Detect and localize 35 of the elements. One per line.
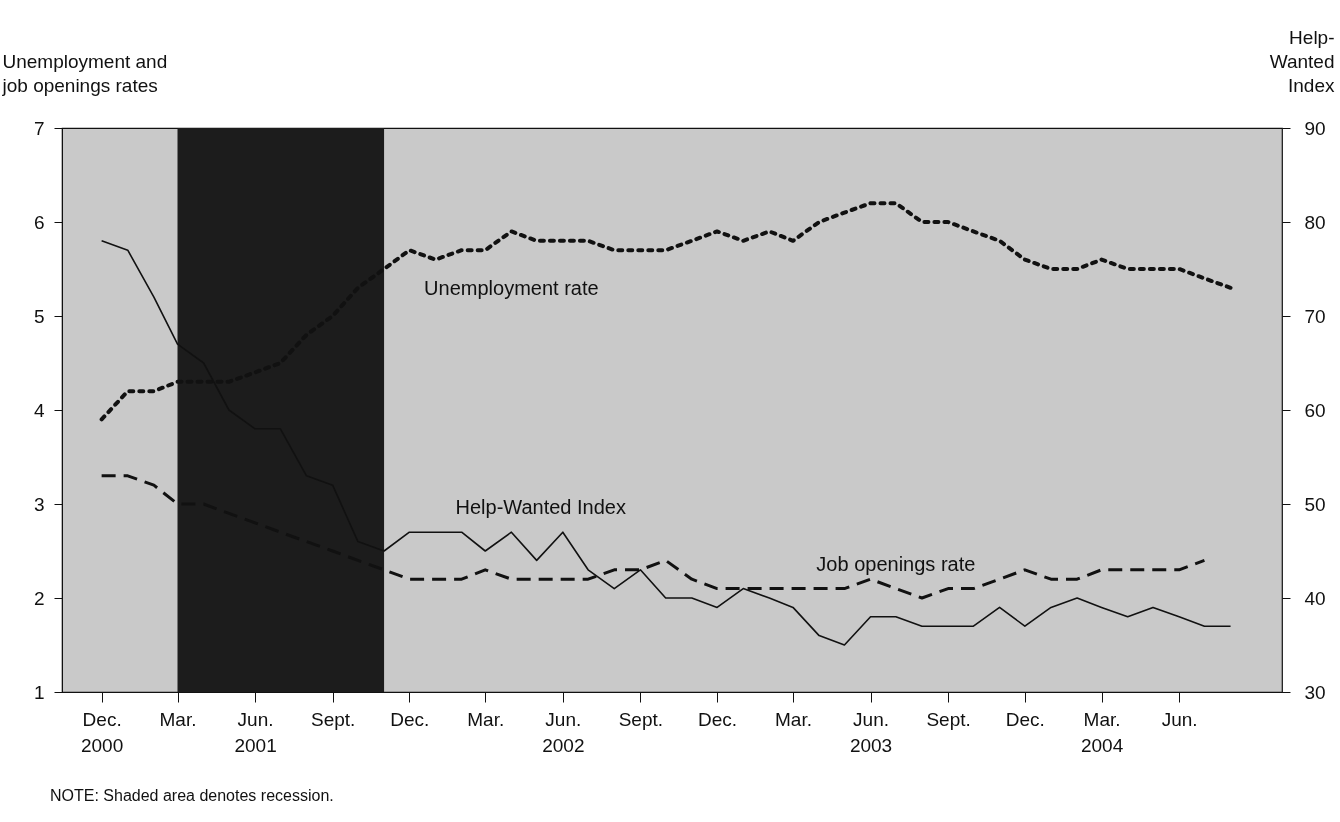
y-axis-title: Unemployment and job openings rates — [1, 50, 168, 96]
text: NOTE: Shaded area denotes recession. — [50, 787, 334, 804]
y-tick-label: 4 — [33, 399, 45, 421]
y2-axis-title: Help-Wanted Index — [1269, 26, 1335, 96]
series-label: Unemployment rate — [424, 277, 599, 300]
x-tick-label: Dec. — [1005, 708, 1045, 730]
y-tick-label: 1 — [33, 681, 45, 703]
y-tick-label: 5 — [33, 305, 45, 327]
x-tick-label: Sept. — [926, 708, 971, 730]
y2-tick-label: 50 — [1304, 493, 1326, 515]
y2-tick-label: 60 — [1304, 399, 1326, 421]
x-tick-label: Jun. 2003 — [849, 708, 893, 756]
y2-tick-label: 90 — [1304, 117, 1326, 139]
x-tick-label: Mar. — [159, 708, 197, 730]
y-tick-label: 3 — [33, 493, 45, 515]
x-tick-label: Sept. — [310, 708, 356, 730]
y2-tick-label: 30 — [1304, 681, 1326, 703]
x-tick-label: Jun. — [1161, 708, 1198, 730]
x-tick-label: Dec. — [390, 708, 430, 730]
x-tick-label: Jun. 2002 — [542, 708, 585, 756]
x-tick-label: Mar. 2004 — [1080, 708, 1124, 756]
x-tick-label: Jun. 2001 — [234, 708, 277, 756]
y2-tick-label: 40 — [1304, 587, 1326, 609]
series-label: Job openings rate — [816, 552, 976, 575]
y2-tick-label: 70 — [1304, 305, 1326, 327]
y-tick-label: 7 — [33, 117, 45, 139]
y-tick-label: 6 — [33, 211, 45, 233]
x-tick-label: Dec. — [698, 708, 738, 730]
y-tick-label: 2 — [33, 587, 45, 609]
x-tick-label: Dec. 2000 — [80, 708, 124, 756]
x-tick-label: Sept. — [618, 708, 664, 730]
x-tick-label: Mar. — [775, 708, 812, 730]
x-tick-label: Mar. — [467, 708, 505, 730]
series-label: Help-Wanted Index — [455, 496, 626, 519]
y2-tick-label: 80 — [1304, 211, 1326, 233]
